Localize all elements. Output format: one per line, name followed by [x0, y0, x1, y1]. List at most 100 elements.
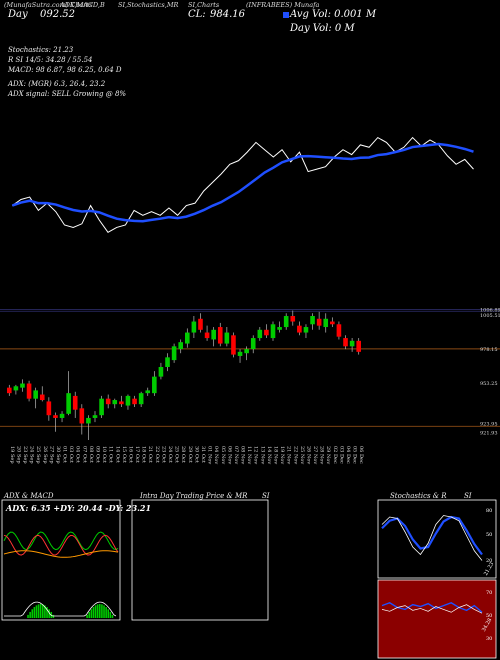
macd-bar [90, 609, 93, 618]
candle [356, 338, 362, 355]
date-label: 14 Oct [114, 446, 120, 463]
candle [26, 380, 32, 402]
intraday-panel-title: Intra Day Trading Price & MR [140, 492, 248, 500]
macd-bar [44, 605, 46, 618]
date-label: 01 Nov [207, 446, 213, 464]
macd-bar [50, 611, 53, 618]
date-label: 29 Nov [325, 446, 331, 464]
macd-bar [31, 609, 34, 618]
date-label: 24 Oct [167, 446, 173, 463]
candle [112, 398, 118, 409]
moving-average-lines [11, 136, 474, 233]
price-line [11, 136, 474, 233]
macd-bar [96, 604, 99, 618]
candle [132, 395, 137, 407]
date-label: 07 Oct [81, 446, 87, 463]
day-value: 092.52 [40, 9, 75, 20]
candle [270, 321, 276, 341]
candle [99, 395, 104, 418]
rsi-level-30: 30 [486, 636, 493, 642]
stoch-panel-si: SI [464, 492, 472, 500]
date-label: 23 Oct [160, 446, 166, 463]
date-label: 07 Nov [233, 446, 239, 464]
stochastics-d-line [381, 515, 483, 556]
candle [66, 371, 71, 416]
date-label: 19 Sep [9, 446, 15, 464]
date-label: 27 Sep [48, 446, 54, 464]
macd-bar [105, 607, 107, 618]
macd-bar [42, 604, 44, 618]
candle [264, 324, 269, 339]
candle [349, 338, 355, 352]
adx-signal: ADX signal: SELL Growing @ 8% [8, 90, 127, 98]
macd-bar [103, 605, 105, 618]
candle [237, 349, 243, 363]
stochastics-k-line [381, 515, 483, 561]
candle [178, 339, 184, 354]
price-axis-label: 1006.89 [480, 307, 500, 313]
date-label: 19 Nov [279, 446, 285, 464]
adx-line [3, 550, 119, 558]
candle [224, 327, 230, 347]
date-label: 05 Dec [352, 446, 358, 464]
candle [13, 384, 19, 395]
date-label: 27 Nov [312, 446, 318, 464]
date-label: 01 Oct [62, 446, 68, 463]
macd-bar [37, 604, 40, 618]
candle [336, 321, 342, 340]
date-label: 11 Nov [246, 446, 252, 464]
date-label: 17 Oct [134, 446, 140, 463]
macd-bar [46, 607, 48, 618]
macd-bar [48, 609, 50, 618]
candle [72, 391, 78, 418]
stoch-level-80: 80 [486, 508, 493, 514]
candle [330, 317, 335, 328]
date-label: 23 Sep [22, 446, 28, 464]
date-label: 10 Oct [101, 446, 107, 463]
candle [277, 321, 282, 333]
candle [171, 343, 177, 363]
date-label: 04 Oct [75, 446, 81, 463]
macd-bar [109, 611, 112, 618]
date-label: 13 Nov [259, 446, 265, 464]
macd-bar [107, 609, 110, 618]
date-label: 28 Nov [319, 446, 325, 464]
price-axis-label: 978.15 [480, 347, 498, 353]
stoch-panel-title: Stochastics & R [390, 492, 447, 500]
stochastics-panel [377, 499, 497, 579]
candle [152, 371, 157, 396]
cl-value: 984.16 [210, 9, 245, 20]
date-label: 05 Nov [220, 446, 226, 464]
date-label: 06 Nov [226, 446, 232, 464]
date-label: 09 Oct [95, 446, 101, 463]
candle [231, 332, 236, 358]
candle [184, 328, 190, 348]
date-label: 30 Sep [55, 446, 61, 464]
adx-macd-panel [1, 499, 121, 621]
rsi-lines [381, 601, 483, 614]
adx-lines [3, 531, 119, 558]
macd-bar [101, 604, 103, 618]
date-label: 21 Nov [286, 446, 292, 464]
date-label: 26 Sep [42, 446, 48, 464]
avg-vol: Avg Vol: 0.001 M [290, 9, 377, 20]
date-label: 25 Sep [35, 446, 41, 464]
date-label: 26 Nov [305, 446, 311, 464]
rsi-line [381, 601, 483, 613]
candle [204, 325, 210, 341]
candle [250, 335, 256, 354]
date-label: 14 Nov [266, 446, 272, 464]
date-label: 30 Oct [193, 446, 199, 463]
intraday-panel-si: SI [262, 492, 270, 500]
macd-bar [94, 605, 97, 618]
candle [6, 384, 12, 396]
indicator-tag-3: SI,Charts [188, 1, 220, 9]
macd-bar [27, 614, 29, 618]
candle [46, 397, 52, 421]
stochastics-readout: Stochastics: 21.23 [8, 46, 74, 54]
stoch-value: 21.23 [482, 561, 496, 577]
macd-bar [52, 614, 55, 618]
price-axis-label: 1005.51 [480, 313, 500, 319]
candle [33, 387, 38, 409]
date-label: 16 Oct [127, 446, 133, 463]
